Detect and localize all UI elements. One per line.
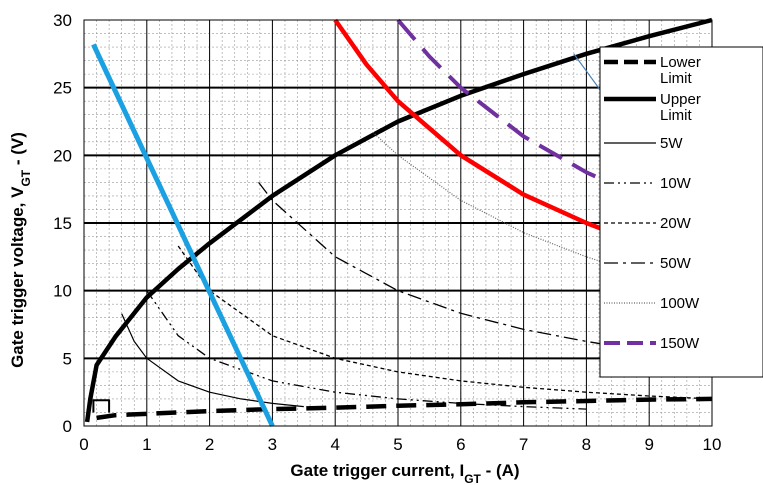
x-tick-label: 1 (142, 435, 151, 454)
series-curve-box (92, 399, 111, 413)
legend-label: 50W (660, 255, 692, 272)
y-tick-labels: 0 5 10 15 20 25 30 (53, 11, 72, 436)
series-50w (258, 182, 612, 347)
legend-label: 100W (660, 295, 700, 312)
y-tick-label: 30 (53, 11, 72, 30)
legend-label: Limit (660, 70, 693, 87)
legend-box (599, 46, 763, 378)
legend-label: 150W (660, 335, 700, 352)
series-10w (146, 290, 587, 410)
series-lower-limit (96, 396, 713, 421)
series-20w (177, 245, 713, 400)
legend-label: Upper (660, 91, 701, 108)
series-150w (396, 18, 613, 186)
x-axis-label: Gate trigger current, IGT - (A) (290, 461, 519, 485)
y-tick-label: 5 (63, 349, 72, 368)
series-upper-limit (84, 17, 713, 423)
y-tick-label: 0 (63, 417, 72, 436)
legend-label: 20W (660, 215, 692, 232)
legend-label: 5W (660, 135, 683, 152)
x-tick-labels: 0 1 2 3 4 5 6 7 8 9 10 (79, 435, 721, 454)
y-tick-label: 15 (53, 214, 72, 233)
x-tick-label: 5 (393, 435, 402, 454)
x-tick-label: 4 (330, 435, 339, 454)
series-curve-load-line (91, 43, 275, 428)
y-tick-label: 10 (53, 282, 72, 301)
legend-label: Limit (660, 107, 693, 124)
x-tick-label: 3 (268, 435, 277, 454)
legend-label: Lower (660, 54, 701, 71)
x-tick-label: 2 (205, 435, 214, 454)
y-tick-label: 25 (53, 79, 72, 98)
x-tick-label: 8 (582, 435, 591, 454)
x-tick-label: 6 (456, 435, 465, 454)
series-curve-red-load (333, 18, 613, 235)
x-tick-label: 10 (703, 435, 722, 454)
legend-label: 10W (660, 175, 692, 192)
x-tick-label: 0 (79, 435, 88, 454)
y-tick-label: 20 (53, 146, 72, 165)
x-tick-label: 9 (644, 435, 653, 454)
series-5w (121, 313, 304, 408)
x-tick-label: 7 (519, 435, 528, 454)
series-100w (372, 131, 612, 266)
y-axis-label: Gate trigger voltage, VGT - (V) (8, 132, 33, 368)
